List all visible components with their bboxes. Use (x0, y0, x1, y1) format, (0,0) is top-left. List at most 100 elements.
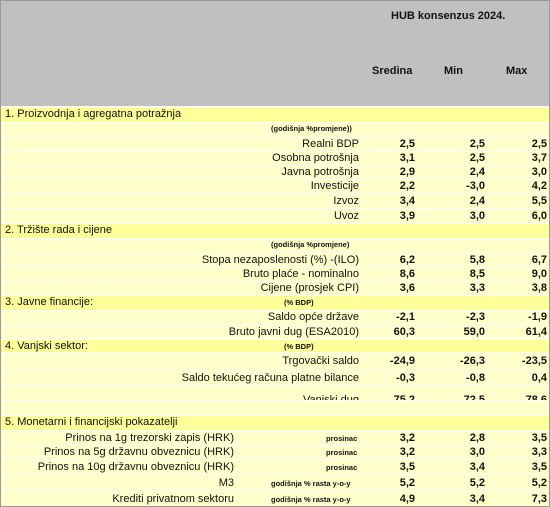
cell-value: 60,3 (393, 325, 415, 338)
cell-value: 2,5 (469, 152, 485, 164)
row-note: godišnja % rasta y-o-y (271, 478, 351, 488)
column-header: Min (444, 65, 463, 77)
cell-value: 3,4 (399, 194, 415, 207)
data-band (1, 208, 549, 223)
cell-value: 3,4 (469, 460, 485, 473)
cell-value: -2,3 (466, 311, 485, 323)
data-band (1, 324, 549, 339)
cell-value: 0,4 (531, 371, 547, 384)
section-title: 2. Tržište rada i cijene (5, 224, 112, 236)
cell-value: 2,4 (469, 166, 485, 178)
cell-value: 61,4 (525, 325, 547, 338)
data-band (1, 151, 549, 165)
section-note: (godišnja %promjene) (271, 240, 350, 249)
section-band (1, 107, 549, 122)
section-band (1, 223, 549, 238)
cell-value: 3,0 (469, 446, 485, 458)
cell-value: 4,9 (399, 493, 415, 505)
row-label: Prinos na 5g državnu obveznicu (HRK) (43, 446, 234, 458)
cell-value: 2,4 (469, 194, 485, 207)
row-label: M3 (218, 476, 234, 489)
section-note: (% BDP) (284, 342, 314, 351)
row-label: Javna potrošnja (281, 166, 359, 178)
row-label: Trgovački saldo (282, 355, 359, 367)
data-band (1, 370, 549, 385)
data-band (1, 491, 549, 506)
cell-value: 2,5 (399, 138, 415, 150)
cell-value: 59,0 (463, 325, 485, 338)
data-band (1, 459, 549, 474)
cell-value: 2,2 (399, 180, 415, 192)
row-label: Cijene (prosjek CPI) (260, 282, 359, 294)
row-label: Realni BDP (302, 138, 359, 150)
row-label: Prinos na 1g trezorski zapis (HRK) (65, 431, 234, 444)
cell-value: 5,2 (469, 476, 485, 489)
row-label: Saldo opće države (267, 311, 359, 323)
row-note: prosinac (326, 448, 358, 457)
section-band (1, 295, 549, 310)
row-note: prosinac (326, 433, 358, 443)
data-band (1, 137, 549, 151)
section-band (1, 339, 549, 352)
data-band (1, 310, 549, 324)
cell-value: 2,5 (469, 138, 485, 150)
data-band (1, 474, 549, 491)
cell-value: 3,0 (469, 209, 485, 222)
header-band (1, 1, 549, 106)
cell-value: 4,2 (531, 180, 547, 192)
row-label: Osobna potrošnja (272, 152, 359, 164)
data-band (1, 179, 549, 193)
cell-value: 3,5 (531, 460, 547, 473)
row-label: Krediti privatnom sektoru (112, 493, 234, 505)
cell-value: 3,7 (531, 152, 547, 164)
column-header: Sredina (372, 65, 413, 77)
section-note: (godišnja %promjene)) (271, 124, 352, 133)
note-band (1, 122, 549, 137)
cell-value: -23,5 (521, 355, 547, 367)
cell-value: -3,0 (466, 180, 485, 192)
title: HUB konsenzus 2024. (391, 10, 506, 22)
row-label: Prinos na 10g državnu obveznicu (HRK) (37, 460, 234, 473)
column-header: Max (506, 65, 528, 77)
section-title: 3. Javne financije: (5, 296, 94, 308)
cell-value: 3,3 (469, 282, 485, 294)
cell-value: 3,4 (469, 493, 485, 505)
cell-value: 6,0 (531, 209, 547, 222)
cell-value: 3,5 (399, 460, 415, 473)
cell-value: 3,0 (531, 166, 547, 178)
row-label: Bruto javni dug (ESA2010) (228, 325, 359, 338)
row-label: Investicije (310, 180, 359, 192)
cell-value: -26,3 (459, 355, 485, 367)
cell-value: 3,3 (531, 446, 547, 458)
cell-value: -0,3 (396, 371, 415, 384)
section-title: 5. Monetarni i financijski pokazatelji (5, 416, 178, 428)
cell-value: 8,5 (469, 268, 485, 280)
row-label: Uvoz (333, 209, 359, 222)
cell-value: -0,8 (466, 371, 485, 384)
cell-value: 8,6 (399, 268, 415, 280)
cell-value: 3,1 (399, 152, 415, 164)
section-band (1, 415, 549, 430)
cell-value: 9,0 (531, 268, 547, 280)
spacer-band (1, 400, 549, 415)
cell-value: 2,5 (531, 138, 547, 150)
cell-value: 5,8 (469, 254, 485, 266)
cell-value: 7,3 (531, 493, 547, 505)
cell-value: -24,9 (389, 355, 415, 367)
cell-value: 5,5 (531, 194, 547, 207)
note-band (1, 238, 549, 253)
cell-value: 5,2 (399, 476, 415, 489)
row-label: Stopa nezaposlenosti (%) -(ILO) (201, 254, 359, 266)
cell-value: 2,9 (399, 166, 415, 178)
cell-value: -1,9 (528, 311, 547, 323)
cell-value: 3,2 (399, 446, 415, 458)
section-note: (% BDP) (284, 298, 314, 307)
section-title: 4. Vanjski sektor: (5, 340, 88, 352)
data-band (1, 281, 549, 295)
cell-value: 3,9 (399, 209, 415, 222)
data-band (1, 193, 549, 208)
cell-value: 6,2 (399, 254, 415, 266)
section-title: 1. Proizvodnja i agregatna potražnja (5, 108, 182, 120)
cell-value: 3,6 (399, 282, 415, 294)
cell-value: 6,7 (531, 254, 547, 266)
